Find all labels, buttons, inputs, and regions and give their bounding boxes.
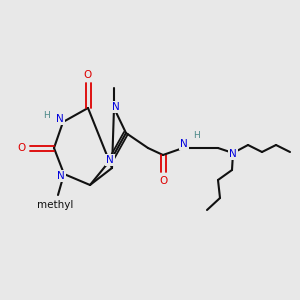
Text: H: H	[193, 131, 200, 140]
Text: O: O	[18, 143, 26, 153]
Text: O: O	[84, 70, 92, 80]
Text: methyl: methyl	[37, 200, 73, 210]
Text: N: N	[57, 171, 65, 181]
Text: N: N	[229, 149, 237, 159]
Text: H: H	[44, 112, 50, 121]
Text: N: N	[106, 155, 114, 165]
Text: O: O	[159, 176, 167, 186]
Text: N: N	[112, 102, 120, 112]
Text: N: N	[180, 139, 188, 149]
Text: N: N	[56, 114, 64, 124]
